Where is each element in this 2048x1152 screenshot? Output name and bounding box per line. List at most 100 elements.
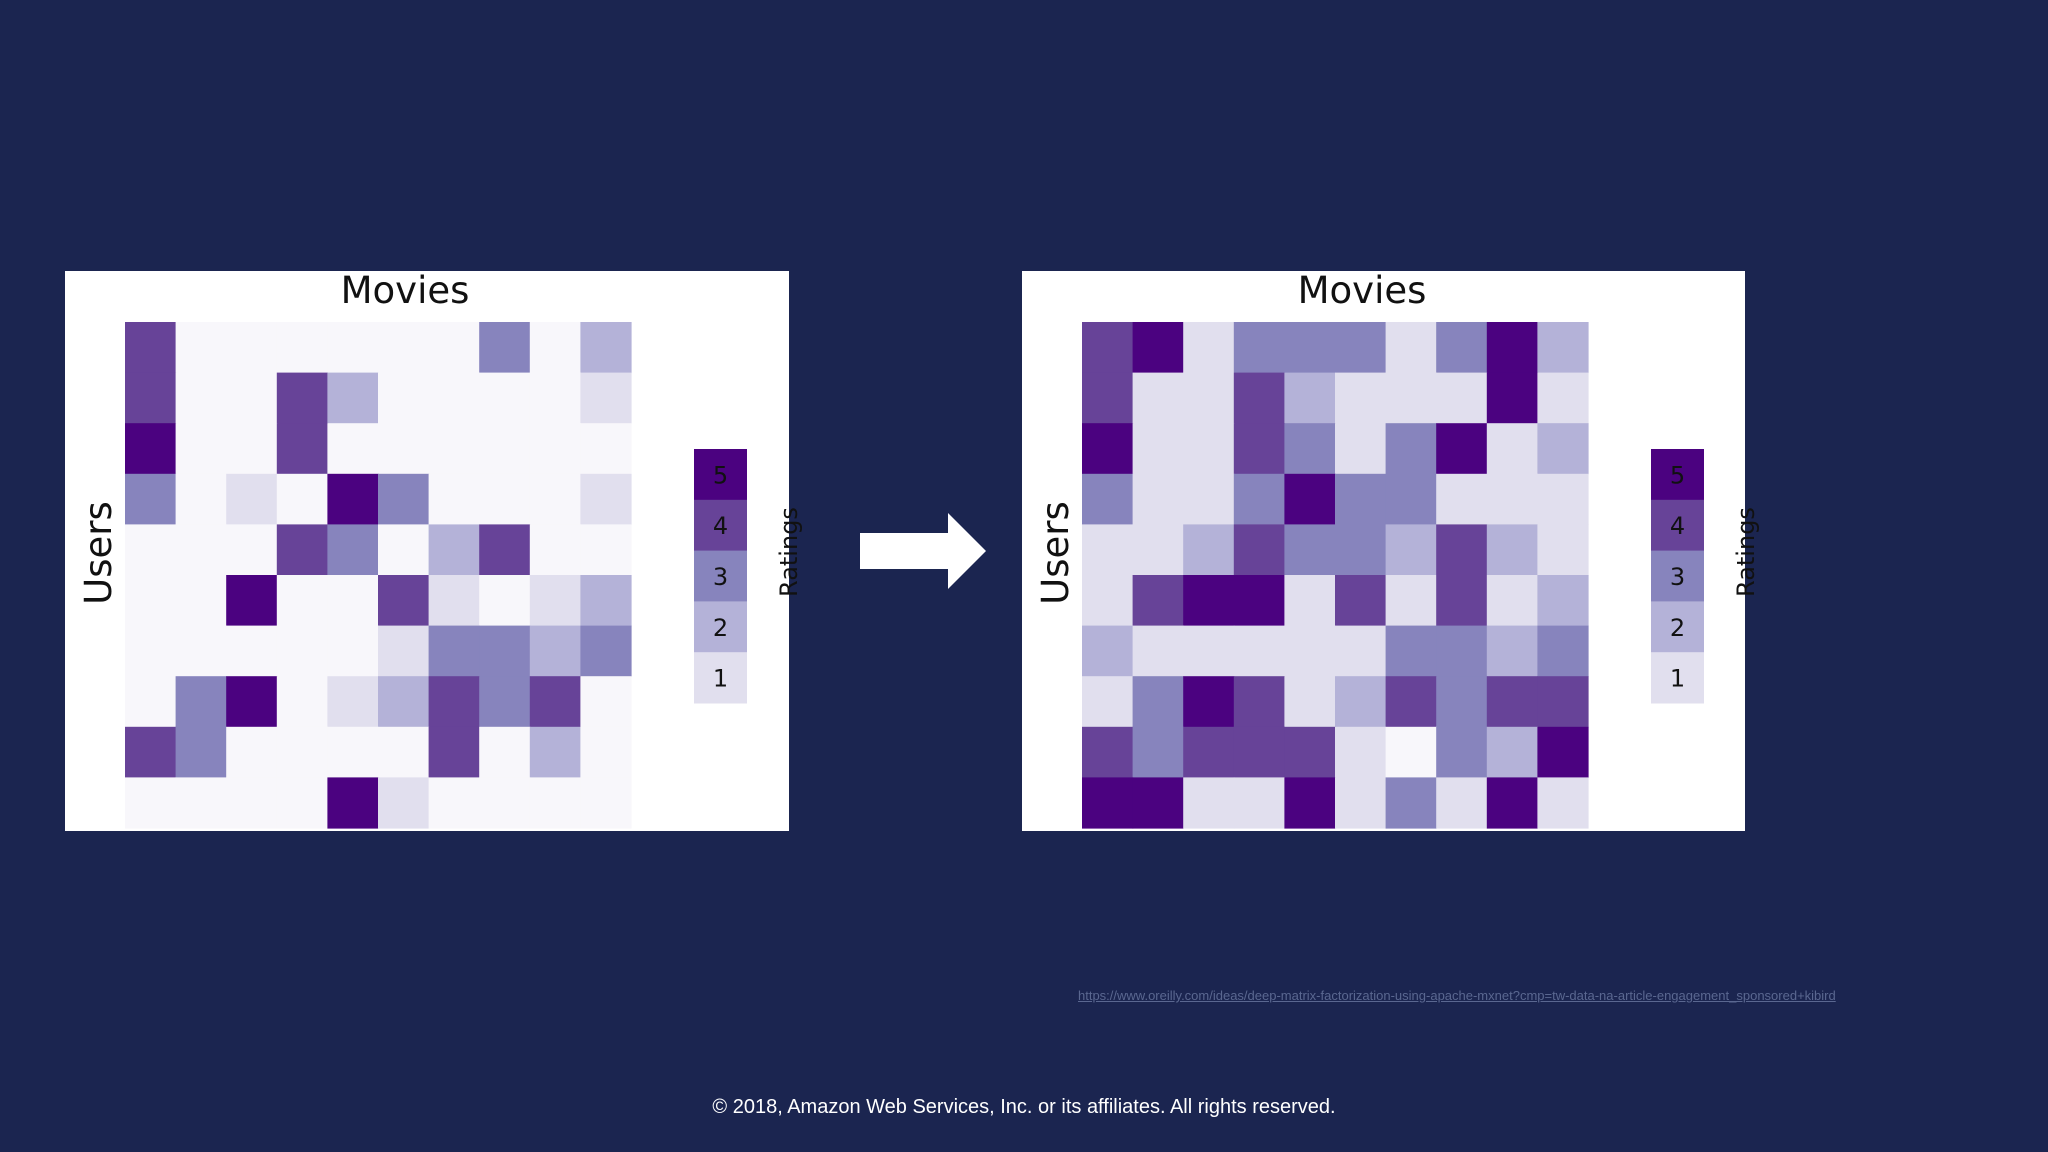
legend-label: 1 bbox=[713, 665, 728, 693]
heatmap-cell bbox=[125, 372, 177, 424]
heatmap-cell bbox=[1183, 625, 1235, 677]
heatmap-cell bbox=[175, 473, 227, 525]
legend-swatch bbox=[694, 499, 747, 552]
copyright-notice: © 2018, Amazon Web Services, Inc. or its… bbox=[712, 1096, 1336, 1118]
heatmap-cell bbox=[1183, 372, 1235, 424]
heatmap-cell bbox=[125, 625, 177, 677]
heatmap-cell bbox=[226, 524, 278, 576]
heatmap-cell bbox=[1183, 726, 1235, 778]
heatmap-cell bbox=[276, 473, 328, 525]
source-link[interactable]: https://www.oreilly.com/ideas/deep-matri… bbox=[1078, 988, 1836, 1003]
heatmap-cell bbox=[1284, 676, 1336, 728]
heatmap-cell bbox=[1183, 575, 1235, 627]
heatmap-cell bbox=[1132, 372, 1184, 424]
heatmap-cell bbox=[276, 423, 328, 475]
heatmap-cell bbox=[226, 322, 278, 374]
heatmap-cell bbox=[580, 423, 632, 475]
heatmap-cell bbox=[1335, 726, 1387, 778]
heatmap-cell bbox=[1436, 322, 1488, 374]
heatmap-cell bbox=[1385, 372, 1437, 424]
heatmap-cell bbox=[1335, 473, 1387, 525]
heatmap-cell bbox=[1082, 575, 1134, 627]
heatmap-cell bbox=[378, 625, 430, 677]
heatmap-cell bbox=[1284, 372, 1336, 424]
heatmap-cell bbox=[1486, 726, 1538, 778]
heatmap-cell bbox=[1436, 726, 1488, 778]
heatmap-cell bbox=[428, 423, 480, 475]
heatmap-cell bbox=[378, 726, 430, 778]
heatmap-cell bbox=[1082, 777, 1134, 829]
heatmap-cell bbox=[580, 372, 632, 424]
heatmap-cell bbox=[1385, 473, 1437, 525]
heatmap-cell bbox=[1082, 524, 1134, 576]
heatmap-cell bbox=[1486, 676, 1538, 728]
heatmap-cell bbox=[529, 524, 581, 576]
heatmap-cell bbox=[276, 575, 328, 627]
heatmap-cell bbox=[327, 726, 379, 778]
legend-label: 2 bbox=[713, 614, 728, 642]
heatmap-cell bbox=[1183, 322, 1235, 374]
heatmap-cell bbox=[1486, 473, 1538, 525]
heatmap-cell bbox=[1233, 575, 1285, 627]
heatmap-svg: 5 4 3 2 1 bbox=[125, 322, 747, 829]
heatmap-cell bbox=[1385, 726, 1437, 778]
heatmap-cell bbox=[1335, 676, 1387, 728]
heatmap-cell bbox=[1486, 777, 1538, 829]
legend-swatch bbox=[694, 652, 747, 704]
heatmap-cell bbox=[1183, 676, 1235, 728]
heatmap-cell bbox=[580, 524, 632, 576]
heatmap-cell bbox=[226, 473, 278, 525]
heatmap-cell bbox=[276, 322, 328, 374]
heatmap-cell bbox=[1335, 625, 1387, 677]
heatmap-cell bbox=[1436, 625, 1488, 677]
heatmap-cell bbox=[1436, 524, 1488, 576]
heatmap-cell bbox=[1233, 726, 1285, 778]
heatmap-cell bbox=[479, 625, 531, 677]
heatmap-cell bbox=[1132, 524, 1184, 576]
heatmap-cell bbox=[276, 777, 328, 829]
heatmap-cell bbox=[276, 676, 328, 728]
heatmap-cell bbox=[327, 524, 379, 576]
heatmap-cell bbox=[1132, 726, 1184, 778]
heatmap-cell bbox=[1132, 676, 1184, 728]
heatmap-cell bbox=[1284, 473, 1336, 525]
heatmap-cell bbox=[1082, 372, 1134, 424]
heatmap-cell bbox=[1335, 372, 1387, 424]
heatmap-cell bbox=[1284, 726, 1336, 778]
heatmap-cell bbox=[1335, 322, 1387, 374]
heatmap-cell bbox=[276, 625, 328, 677]
heatmap-cell bbox=[327, 423, 379, 475]
heatmap-cell bbox=[428, 575, 480, 627]
heatmap-cell bbox=[1233, 524, 1285, 576]
legend-swatch bbox=[1651, 449, 1704, 501]
heatmap-cell bbox=[580, 777, 632, 829]
heatmap-cell bbox=[276, 372, 328, 424]
legend-swatch bbox=[1651, 499, 1704, 552]
heatmap-cell bbox=[580, 676, 632, 728]
heatmap-cell bbox=[1385, 625, 1437, 677]
heatmap-cell bbox=[1082, 625, 1134, 677]
heatmap-cell bbox=[529, 473, 581, 525]
heatmap-cell bbox=[1486, 372, 1538, 424]
heatmap-cell bbox=[327, 575, 379, 627]
legend-swatch bbox=[694, 550, 747, 602]
heatmap-cell bbox=[175, 322, 227, 374]
heatmap-cell bbox=[327, 372, 379, 424]
heatmap-cell bbox=[479, 322, 531, 374]
heatmap-cell bbox=[125, 524, 177, 576]
heatmap-cell bbox=[1132, 777, 1184, 829]
heatmap-cell bbox=[1082, 676, 1134, 728]
heatmap-cell bbox=[1436, 473, 1488, 525]
heatmap-cell bbox=[378, 777, 430, 829]
heatmap-cell bbox=[276, 726, 328, 778]
heatmap-cell bbox=[1183, 777, 1235, 829]
heatmap-cell bbox=[1486, 625, 1538, 677]
heatmap-cell bbox=[529, 575, 581, 627]
heatmap-cell bbox=[1132, 625, 1184, 677]
heatmap-cell bbox=[1284, 423, 1336, 475]
heatmap-cell bbox=[479, 575, 531, 627]
heatmap-cell bbox=[479, 777, 531, 829]
heatmap-cell bbox=[1082, 726, 1134, 778]
